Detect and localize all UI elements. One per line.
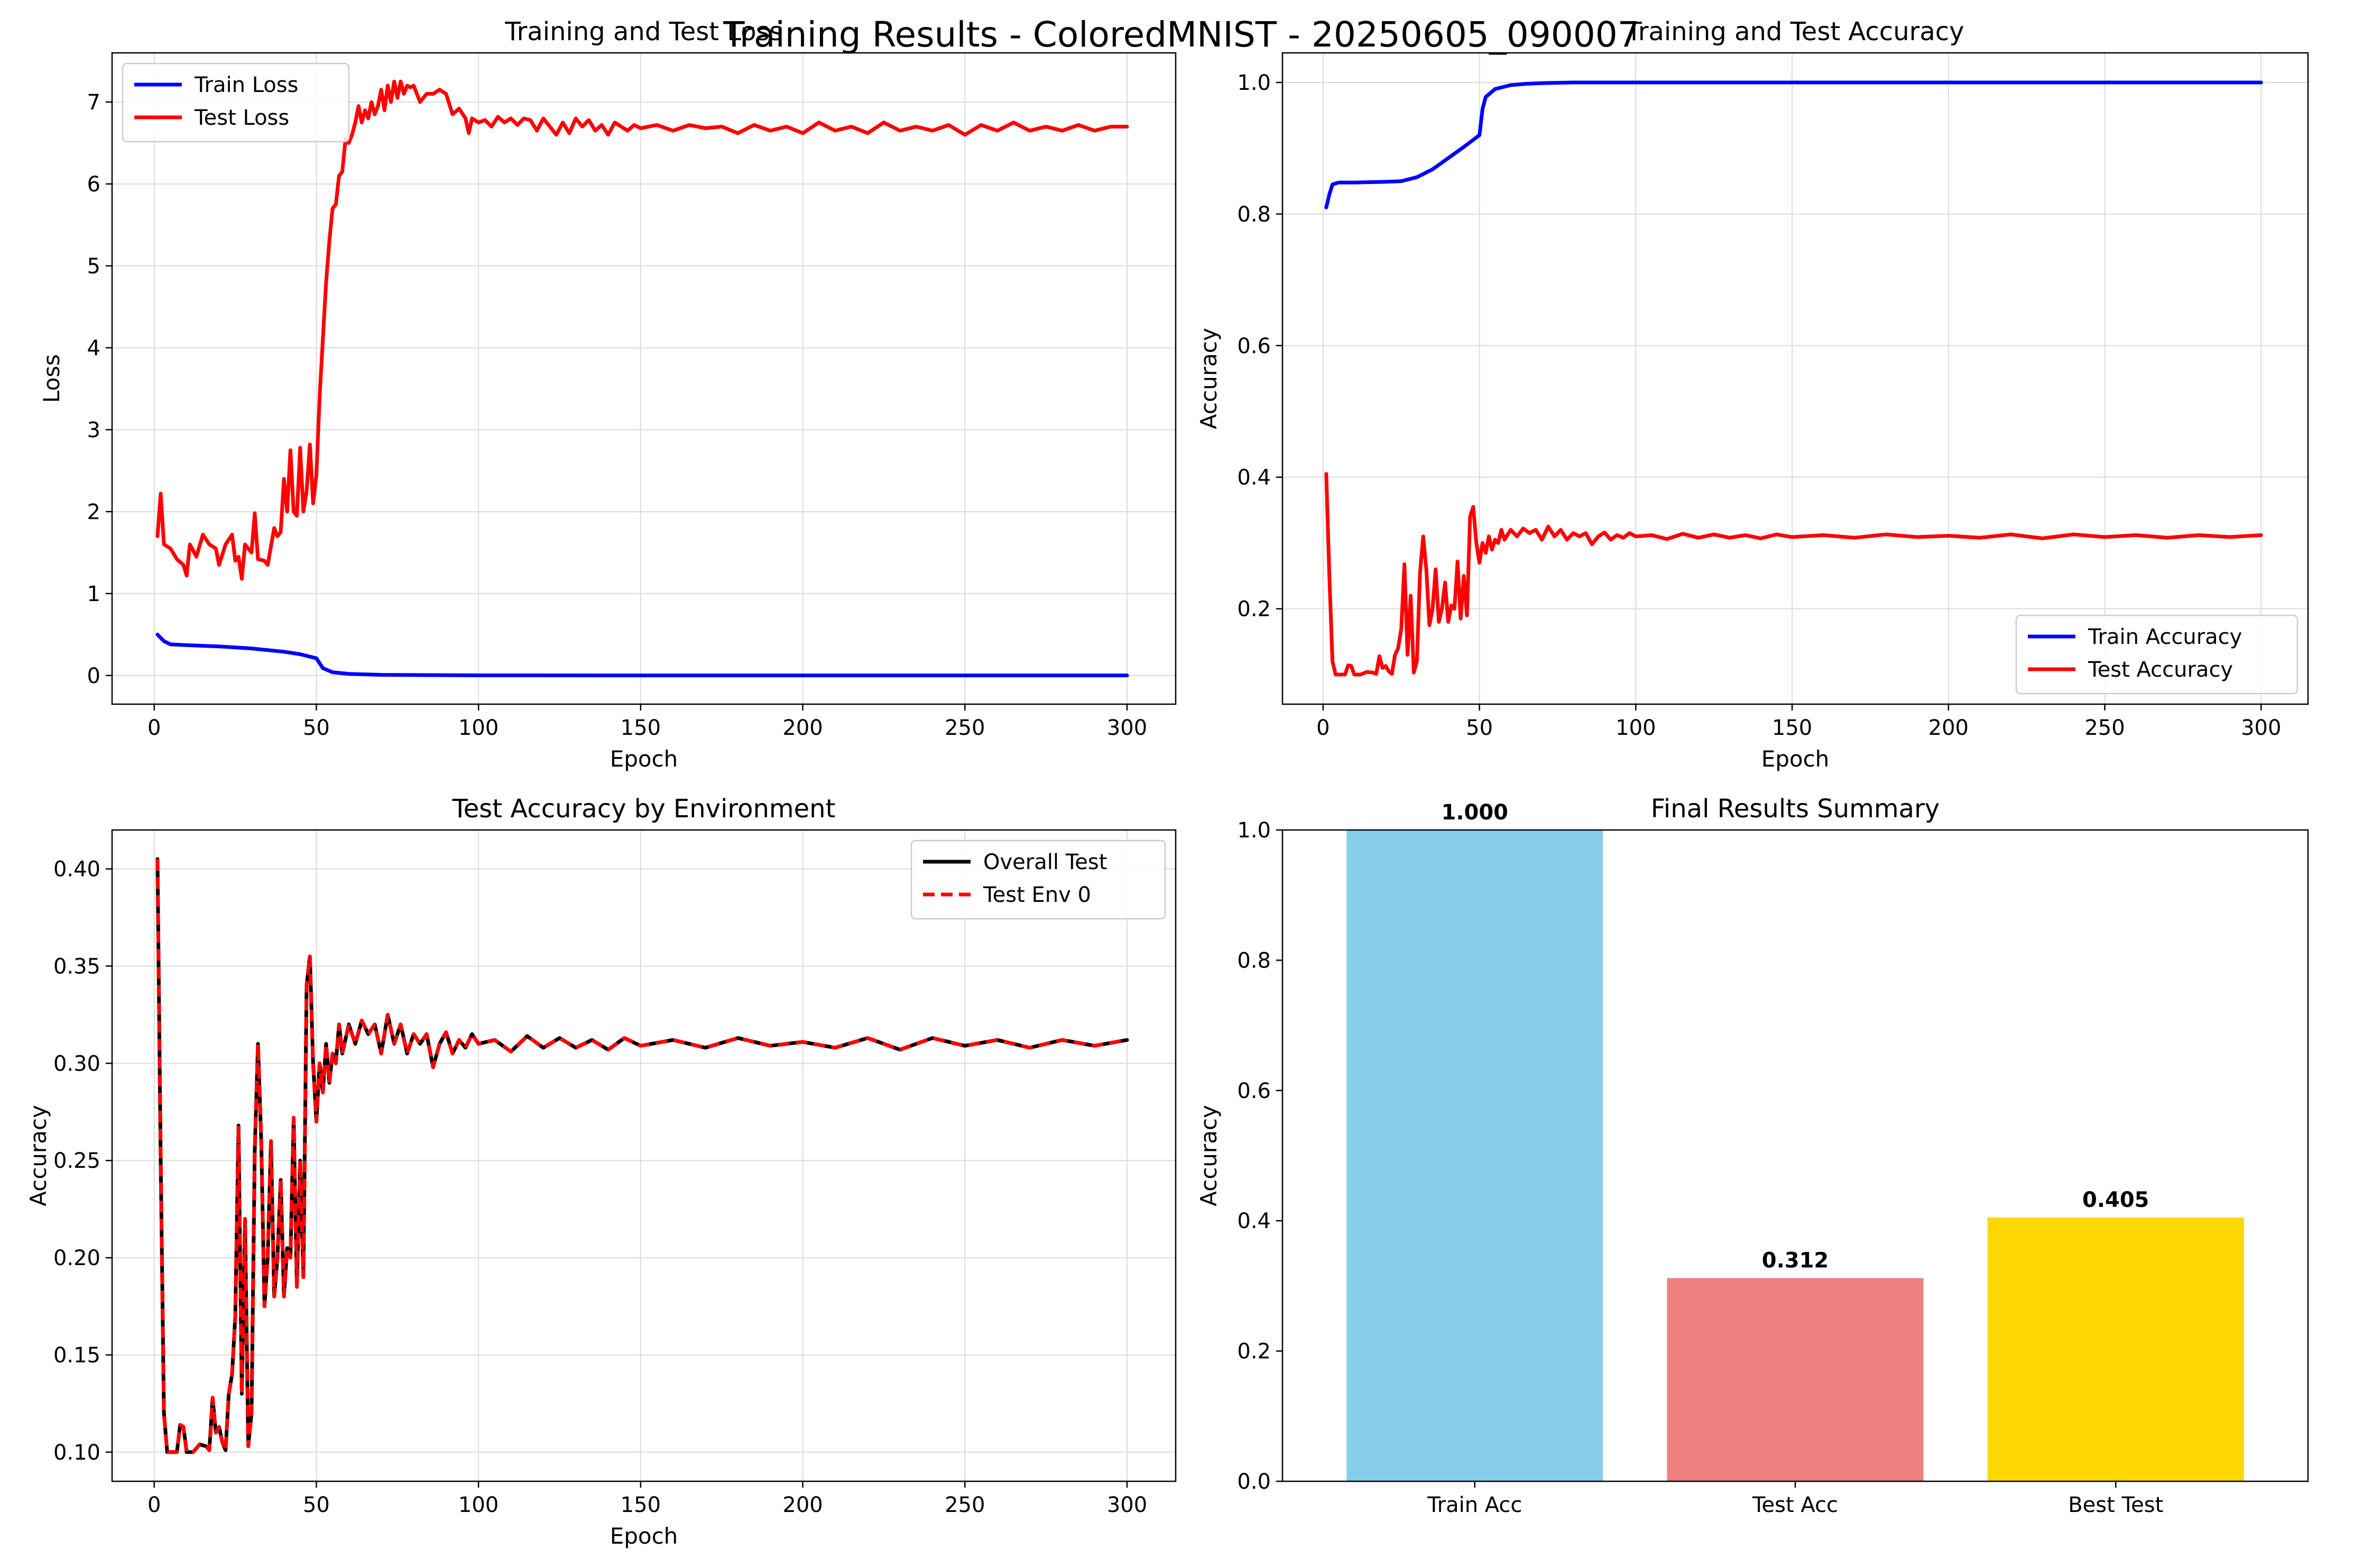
legend-box [910, 840, 1166, 920]
y-tick-label: 0.8 [1237, 202, 1271, 227]
y-tick-label: 0 [87, 664, 100, 688]
legend: Train Accuracy Test Accuracy [2015, 614, 2299, 695]
bar-value-label: 1.000 [1441, 800, 1508, 825]
x-tick-label: 150 [621, 716, 661, 740]
x-tick-label: 200 [782, 1493, 823, 1517]
legend-label: Test Env 0 [983, 883, 1091, 907]
x-tick-label: Test Acc [1752, 1493, 1838, 1517]
x-axis-label: Epoch [1761, 746, 1830, 772]
legend-label: Train Loss [194, 73, 298, 97]
series-line-test-loss [155, 79, 1129, 581]
x-tick-label: 250 [945, 716, 985, 740]
y-tick-label: 1 [87, 582, 100, 606]
series-line-test-accuracy [1324, 472, 2263, 677]
bar-value-label: 0.405 [2082, 1188, 2149, 1212]
bar-train-acc [1346, 830, 1603, 1481]
x-tick-label: 200 [782, 716, 823, 740]
axes-frame [111, 829, 1177, 1482]
final-results-chart: 1.000 Train Acc 0.312 Test Acc 0.405 Best Tes… [1196, 794, 2309, 1517]
x-tick-label: 50 [303, 716, 330, 740]
y-axis-label: Accuracy [1196, 328, 1222, 429]
series-line-train-loss [155, 632, 1129, 678]
y-tick-label: 0.4 [1237, 466, 1271, 490]
x-tick-label: 250 [2084, 716, 2125, 740]
x-tick-label: 100 [1616, 716, 1656, 740]
legend-label: Test Loss [194, 106, 289, 130]
y-tick-label: 0.35 [53, 954, 100, 979]
y-tick-label: 0.25 [53, 1149, 100, 1173]
bar-value-label: 0.312 [1762, 1249, 1829, 1273]
y-tick-label: 0.6 [1237, 334, 1271, 358]
y-tick-label: 2 [87, 500, 100, 524]
series-line-test-env-0 [155, 859, 1128, 1454]
x-axis-label: Epoch [610, 746, 678, 772]
x-tick-label: 300 [1107, 716, 1147, 740]
legend-label: Test Accuracy [2088, 658, 2233, 682]
y-tick-label: 0.4 [1237, 1209, 1271, 1233]
series-line-train-accuracy [1324, 80, 2263, 209]
loss-chart: 0 50 100 150 200 250 300 0 1 2 3 4 5 6 7 Epoch Loss Train… [39, 17, 1177, 772]
legend-box [2015, 614, 2299, 695]
x-tick-label: 50 [303, 1493, 330, 1517]
accuracy-chart: 0 50 100 150 200 250 300 0.2 0.4 0.6 0.8 1.0 Epoch Ac… [1196, 17, 2309, 772]
x-tick-label: 150 [621, 1493, 661, 1517]
y-tick-label: 0.6 [1237, 1079, 1271, 1103]
legend: Train Loss Test Loss [122, 62, 350, 143]
y-tick-label: 0.30 [53, 1052, 100, 1076]
y-tick-label: 4 [87, 336, 100, 361]
x-tick-label: 300 [1107, 1493, 1147, 1517]
y-tick-label: 0.20 [53, 1246, 100, 1270]
x-tick-label: 100 [458, 1493, 499, 1517]
x-tick-label: 0 [147, 716, 161, 740]
y-tick-label: 5 [87, 254, 100, 279]
y-tick-label: 7 [87, 90, 100, 115]
legend-label: Train Accuracy [2088, 625, 2242, 649]
y-tick-label: 1.0 [1237, 818, 1271, 843]
y-tick-label: 0.40 [53, 857, 100, 882]
chart-title: Training and Test Accuracy [1626, 17, 1964, 47]
y-axis-label: Accuracy [1196, 1105, 1222, 1206]
environment-accuracy-chart: 0 50 100 150 200 250 300 0.10 0.15 0.20 0.25 0.30 0.… [25, 794, 1177, 1549]
figure-suptitle: Training Results - ColoredMNIST - 202506… [723, 14, 1640, 55]
y-tick-label: 1.0 [1237, 71, 1271, 95]
legend: Overall Test Test Env 0 [910, 840, 1166, 920]
legend-label: Overall Test [983, 850, 1107, 874]
x-tick-label: Train Acc [1427, 1493, 1522, 1517]
y-tick-label: 0.8 [1237, 948, 1271, 973]
y-tick-label: 0.10 [53, 1441, 100, 1465]
bar-best-test [1987, 1217, 2244, 1481]
y-axis-label: Accuracy [25, 1105, 51, 1206]
x-tick-label: 150 [1772, 716, 1812, 740]
y-tick-label: 0.15 [53, 1343, 100, 1368]
x-tick-label: Best Test [2068, 1493, 2163, 1517]
y-tick-label: 3 [87, 418, 100, 442]
x-tick-label: 0 [147, 1493, 161, 1517]
x-tick-label: 100 [458, 716, 499, 740]
axes-frame [111, 52, 1177, 705]
x-tick-label: 300 [2241, 716, 2281, 740]
x-tick-label: 50 [1466, 716, 1493, 740]
y-tick-label: 0.2 [1237, 1340, 1271, 1364]
axes-frame [1281, 52, 2309, 705]
axes-frame [1281, 829, 2309, 1482]
chart-title: Training and Test Loss [504, 17, 782, 47]
y-axis-label: Loss [39, 354, 64, 403]
y-tick-label: 0.2 [1237, 597, 1271, 622]
x-tick-label: 250 [945, 1493, 985, 1517]
chart-title: Final Results Summary [1651, 794, 1940, 824]
x-axis-label: Epoch [610, 1523, 678, 1549]
x-tick-label: 0 [1316, 716, 1330, 740]
y-tick-label: 0.0 [1237, 1470, 1271, 1494]
x-tick-label: 200 [1928, 716, 1969, 740]
chart-title: Test Accuracy by Environment [452, 794, 836, 824]
y-tick-label: 6 [87, 172, 100, 197]
bar-test-acc [1667, 1278, 1924, 1481]
